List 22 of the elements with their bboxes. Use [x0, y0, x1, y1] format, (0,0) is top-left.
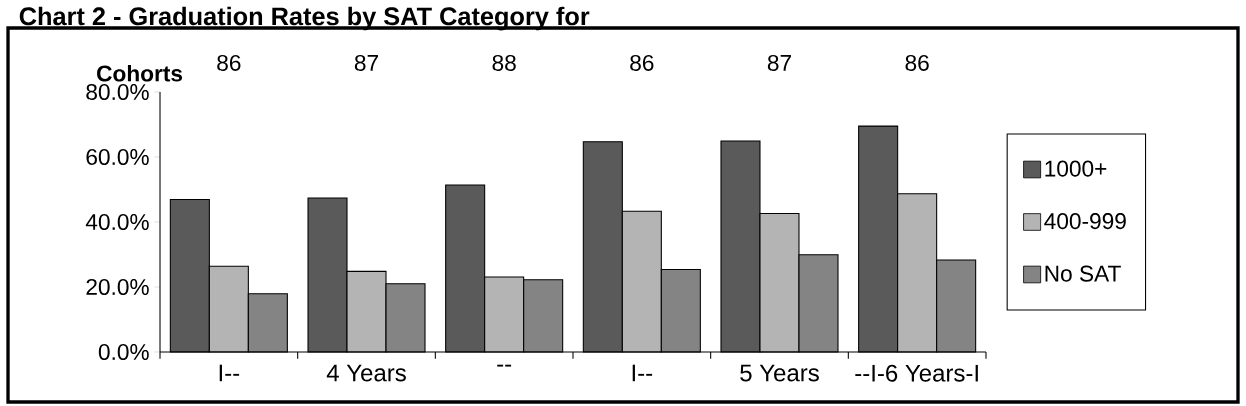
legend-label: 1000+: [1045, 160, 1107, 177]
text: --I-6 Years-I: [855, 364, 978, 382]
x-tick-label: 86: [905, 54, 929, 71]
text: I--: [632, 364, 653, 382]
legend-label: 400-999: [1044, 213, 1126, 230]
y-tick-label: 20.0%: [86, 278, 149, 296]
text: 4 Years: [326, 364, 406, 382]
legend-label: No SAT: [1045, 265, 1121, 282]
y-tick-label: 80.0%: [86, 83, 149, 101]
y-tick-label: 0.0%: [98, 343, 149, 361]
chart-title: Chart 2 - Graduation Rates by SAT Category for: [19, 6, 590, 31]
x-tick-label: 88: [492, 54, 516, 71]
text: 5 Years: [740, 364, 819, 382]
y-tick-label: 60.0%: [86, 148, 149, 166]
x-tick-label: 87: [354, 54, 378, 71]
x-tick-label: 86: [217, 54, 241, 71]
text: I--: [219, 364, 240, 382]
x-tick-label: 86: [630, 54, 654, 71]
x-axis-title: Cohorts: [97, 64, 183, 82]
x-tick-label: 87: [767, 54, 791, 71]
y-tick-label: 40.0%: [85, 213, 149, 231]
text: --: [497, 364, 512, 367]
